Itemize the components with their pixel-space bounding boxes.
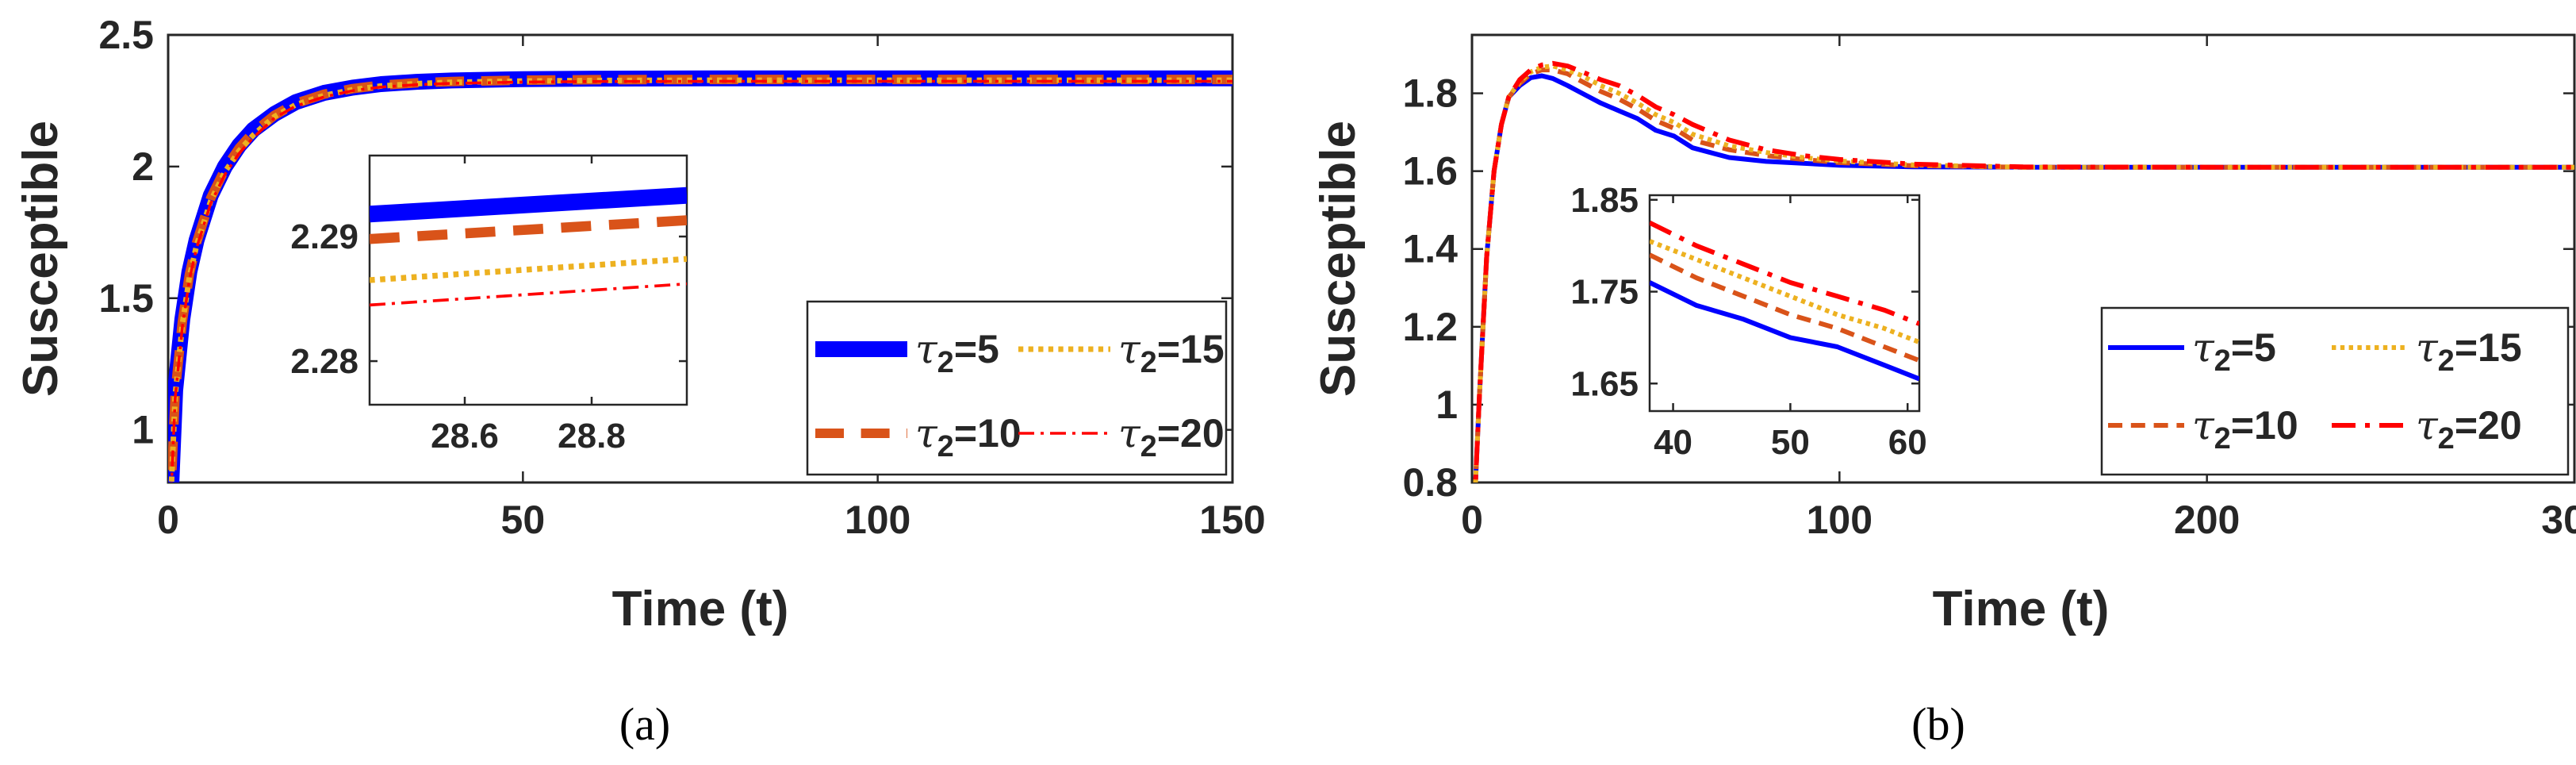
ib-line-3	[1650, 239, 1919, 344]
a-ytick-label: 1	[132, 408, 154, 452]
b-xtick-label: 100	[1807, 498, 1873, 542]
x-axis-label-b: Time (t)	[1933, 582, 2110, 636]
b-xtick-label: 300	[2541, 498, 2576, 542]
a-legend-label-3: τ2=15	[1118, 326, 1225, 379]
a-ytick-label: 2	[132, 144, 154, 189]
inset-x-ticks-a: 28.6 28.8	[431, 156, 626, 456]
caption-b: (b)	[1911, 698, 1965, 750]
b-ytick-label: 1.4	[1402, 227, 1458, 271]
ib-line-4	[1650, 221, 1919, 326]
b-xtick-label: 0	[1461, 498, 1483, 542]
b-legend-label-4: τ2=20	[2416, 402, 2522, 456]
b-legend-label-1: τ2=5	[2192, 325, 2276, 378]
ib-ytick-label: 1.75	[1570, 273, 1639, 312]
inset-y-ticks-b: 1.65 1.75 1.85	[1570, 181, 1919, 403]
y-axis-label-b: Susceptible	[1311, 121, 1366, 397]
a-legend-label-1: τ2=5	[915, 326, 999, 379]
ib-ytick-label: 1.65	[1570, 364, 1639, 403]
inset-b: 1.65 1.75 1.85 40 50 60	[1570, 181, 1926, 462]
a-xtick-label: 50	[501, 498, 546, 542]
x-ticks-a: 0 50 100 150	[157, 35, 1266, 542]
ib-xtick-label: 60	[1888, 423, 1927, 462]
b-line-4	[1473, 60, 2574, 482]
ia-line-1	[370, 186, 687, 223]
b-legend-label-2: τ2=10	[2192, 402, 2298, 456]
caption-a: (a)	[619, 698, 670, 750]
b-legend-label-3: τ2=15	[2416, 325, 2522, 378]
ia-ytick-label: 2.29	[290, 217, 358, 256]
ib-line-2	[1650, 252, 1919, 363]
a-xtick-label: 100	[845, 498, 910, 542]
b-xtick-label: 200	[2174, 498, 2240, 542]
inset-x-ticks-b: 40 50 60	[1654, 195, 1927, 462]
legend-b: τ2=5 τ2=10 τ2=15 τ2=20	[2100, 306, 2570, 476]
inset-lines-b	[1650, 221, 1919, 382]
panel-b: 0.811.21.41.61.8 0100200300 Susceptible …	[1311, 33, 2576, 750]
b-ytick-label: 1.8	[1402, 71, 1458, 116]
b-ytick-label: 1.2	[1402, 305, 1458, 349]
y-ticks-a: 1 1.5 2 2.5	[98, 13, 1232, 452]
x-ticks-b: 0 100 200 300	[1461, 35, 2576, 542]
a-ytick-label: 1.5	[98, 276, 154, 321]
ia-line-2	[370, 215, 687, 244]
ia-line-3	[370, 256, 687, 283]
ia-xtick-label: 28.8	[558, 417, 626, 456]
a-legend-label-4: τ2=20	[1118, 410, 1225, 463]
ib-xtick-label: 50	[1771, 423, 1810, 462]
a-line-4	[170, 79, 1232, 482]
panel-a: 11.522.5 0 50 100 150 Susceptible Time (t) …	[13, 13, 1266, 750]
inset-y-ticks-a: 2.28 2.29	[290, 217, 687, 381]
ib-xtick-label: 40	[1654, 423, 1692, 462]
a-legend-label-2: τ2=10	[915, 410, 1022, 463]
series-lines-a	[168, 70, 1232, 482]
ia-line-4	[370, 282, 687, 307]
ia-ytick-label: 2.28	[290, 342, 358, 381]
y-axis-label-a: Susceptible	[13, 121, 68, 397]
series-lines-b	[1473, 60, 2574, 482]
ib-line-1	[1650, 280, 1919, 382]
y-ticks-b: 0.8 1 1.2 1.4 1.6 1.8	[1402, 71, 2574, 505]
x-axis-label-a: Time (t)	[612, 582, 789, 636]
inset-lines-a	[370, 186, 687, 307]
a-ytick-label: 2.5	[98, 13, 154, 57]
a-xtick-label: 150	[1199, 498, 1265, 542]
ia-xtick-label: 28.6	[431, 417, 499, 456]
legend-a: τ2=5 τ2=10 τ2=15 τ2=20	[806, 300, 1228, 476]
b-ytick-label: 1.6	[1402, 149, 1458, 194]
ib-ytick-label: 1.85	[1570, 181, 1639, 220]
a-xtick-label: 0	[157, 498, 179, 542]
b-ytick-label: 1	[1436, 382, 1458, 427]
inset-a: 2.28 2.29 28.6 28.8	[290, 154, 688, 456]
b-ytick-label: 0.8	[1402, 460, 1458, 505]
